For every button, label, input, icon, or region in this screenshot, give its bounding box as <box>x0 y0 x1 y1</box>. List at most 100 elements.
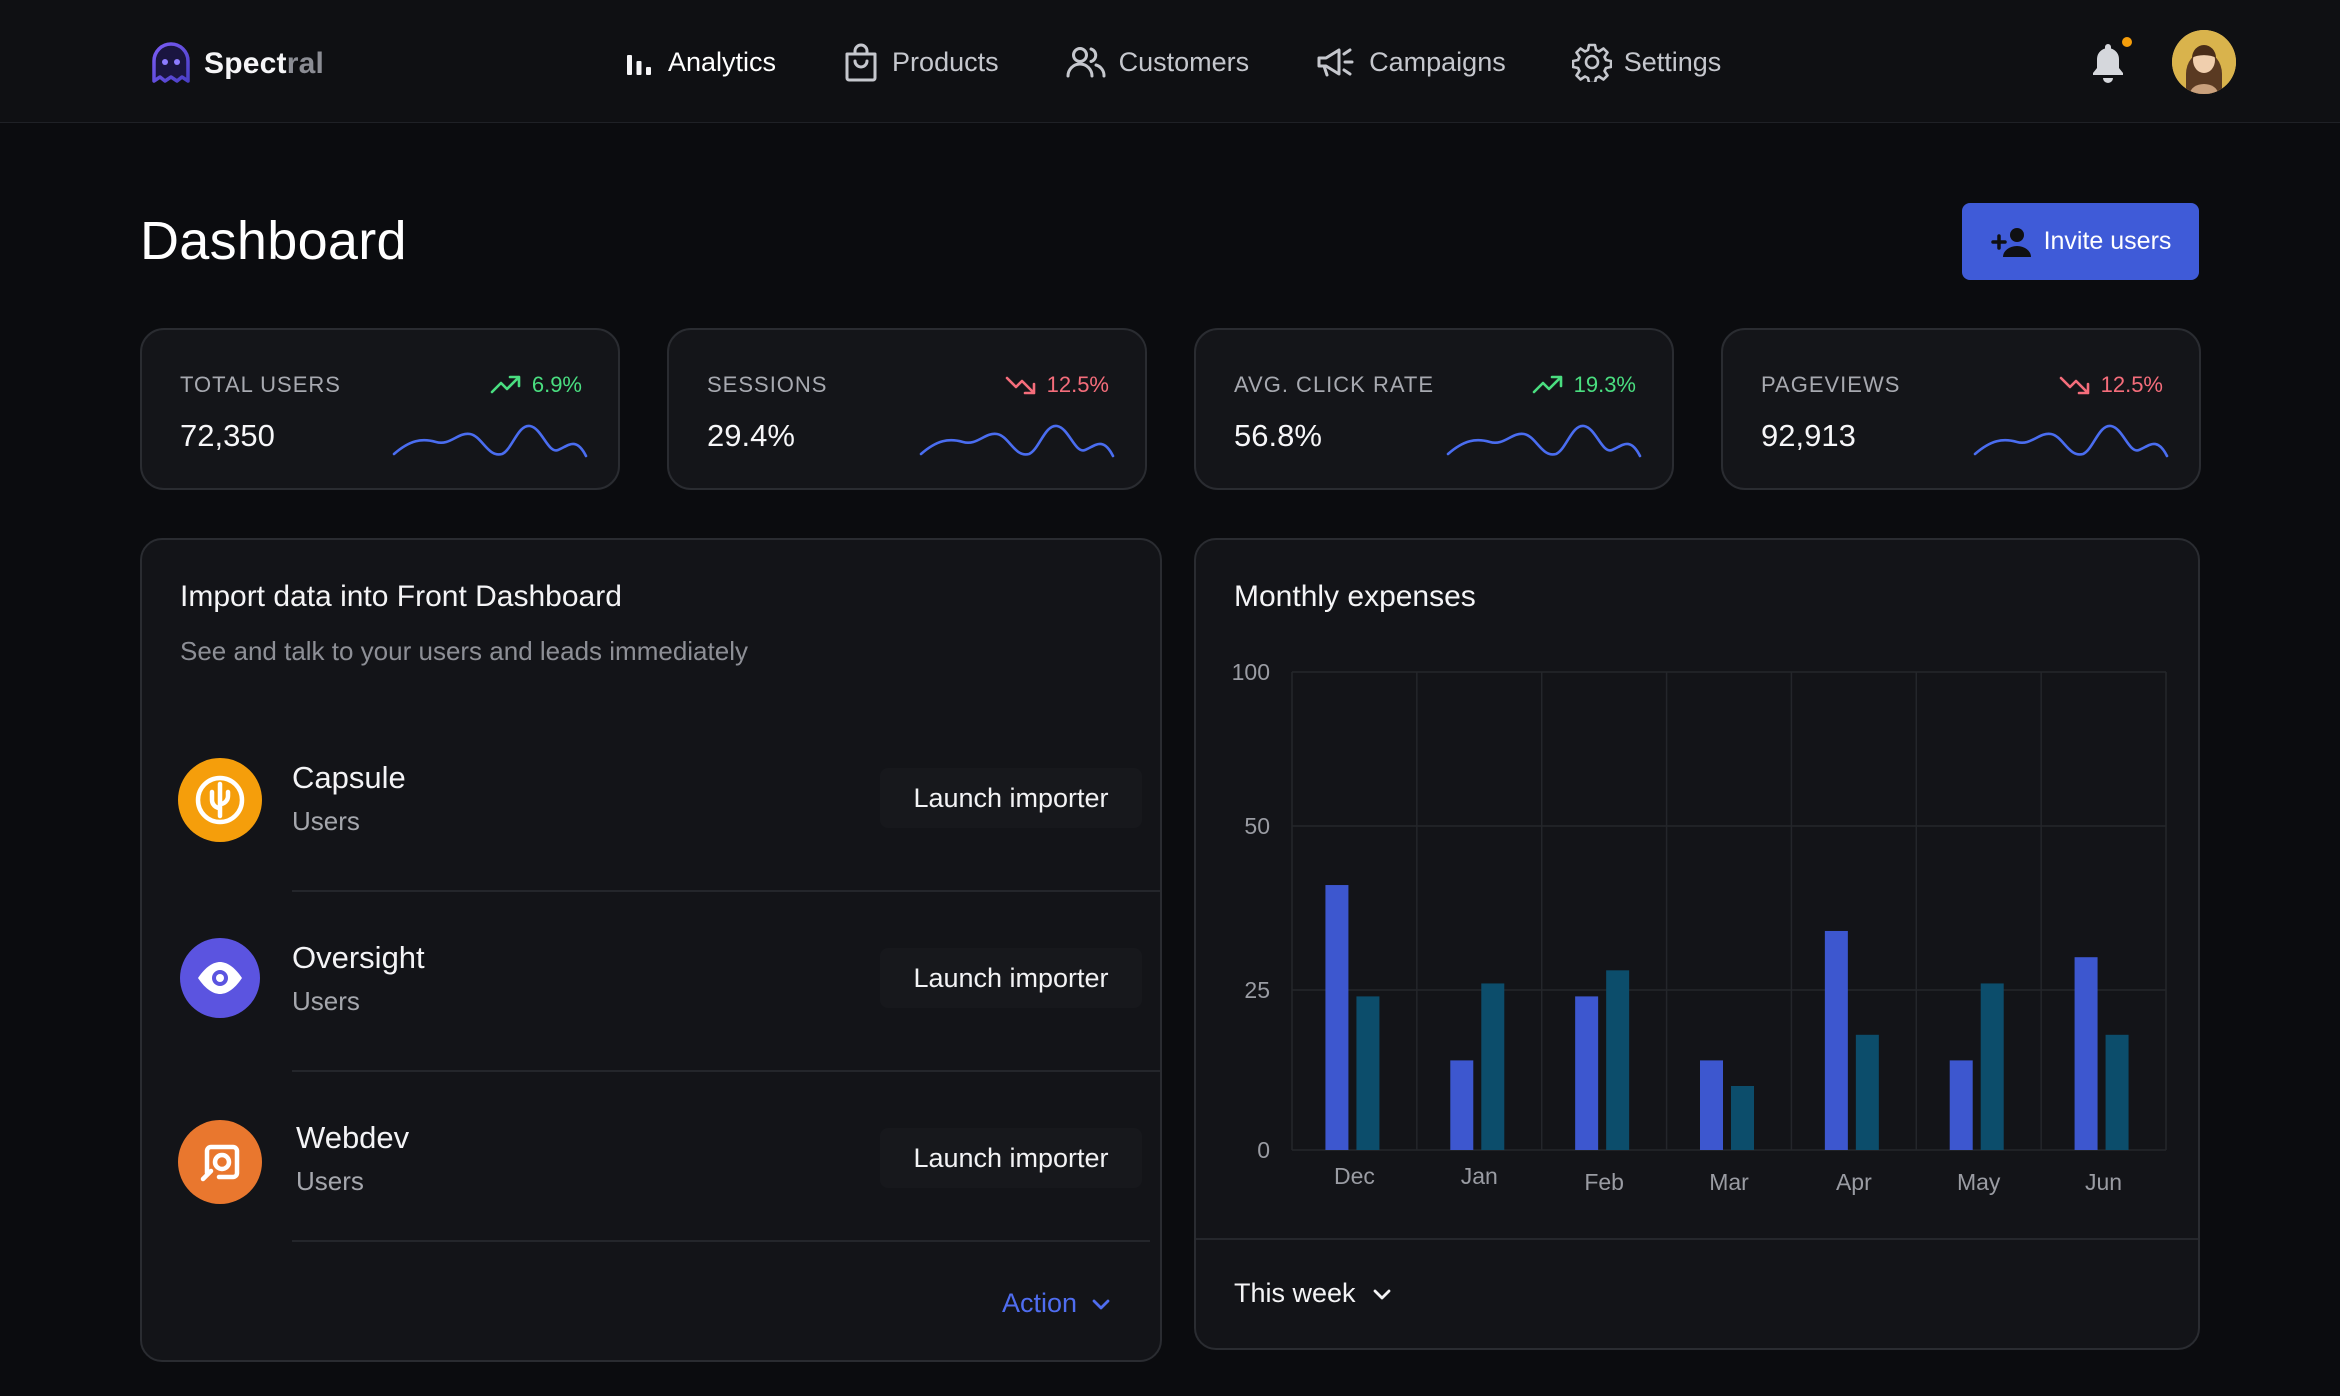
importer-name: Webdev <box>296 1120 410 1155</box>
ghost-logo-icon <box>152 42 190 83</box>
stat-value: 56.8% <box>1234 418 1322 453</box>
row-divider <box>292 890 1160 892</box>
notification-dot <box>2122 37 2132 47</box>
launch-importer-button[interactable]: Launch importer <box>880 948 1142 1008</box>
importer-meta: Users <box>296 1166 364 1196</box>
trending-up-icon <box>490 375 521 394</box>
bar-mar-series-2 <box>1731 1086 1754 1150</box>
stat-card-sessions: SESSIONS 29.4% 12.5% <box>667 328 1147 490</box>
x-tick-label: Apr <box>1836 1169 1872 1195</box>
stat-value: 72,350 <box>180 418 275 453</box>
importer-meta: Users <box>292 806 360 836</box>
x-tick-label: Jun <box>2085 1169 2122 1195</box>
x-tick-label: May <box>1957 1169 2001 1195</box>
trending-down-icon <box>2059 376 2089 395</box>
stat-label: TOTAL USERS <box>180 372 341 397</box>
chevron-down-icon <box>1373 1289 1390 1299</box>
invite-users-button[interactable]: Invite users <box>1962 203 2199 280</box>
stat-value: 29.4% <box>707 418 795 453</box>
sparkline <box>1446 424 1642 458</box>
nav-label: Settings <box>1623 46 1722 77</box>
y-tick-label: 50 <box>1244 813 1270 839</box>
x-tick-label: Mar <box>1709 1169 1749 1195</box>
users-icon <box>1066 47 1106 78</box>
launch-importer-button[interactable]: Launch importer <box>880 768 1142 828</box>
gear-icon <box>1571 43 1612 82</box>
launch-importer-button[interactable]: Launch importer <box>880 1128 1142 1188</box>
bar-dec-series-1 <box>1325 885 1349 1150</box>
action-label: Action <box>1002 1288 1078 1318</box>
eye-logo-icon <box>180 938 260 1018</box>
bar-may-series-2 <box>1980 983 2004 1150</box>
importer-row-capsule: Capsule Users Launch importer <box>142 712 1160 892</box>
importer-row-oversight: Oversight Users Launch importer <box>142 892 1160 1072</box>
stat-card-pageviews: PAGEVIEWS 92,913 12.5% <box>1721 328 2201 490</box>
brand-name: Spectral <box>204 47 324 80</box>
bar-apr-series-1 <box>1824 930 1848 1150</box>
sparkline <box>1973 424 2169 458</box>
bar-jun-series-2 <box>2105 1034 2129 1150</box>
action-dropdown[interactable]: Action <box>1002 1288 1111 1319</box>
shopping-bag-icon <box>845 43 877 82</box>
megaphone-icon <box>1317 48 1354 77</box>
nav-label: Customers <box>1118 46 1250 77</box>
bell-icon[interactable] <box>2088 40 2128 86</box>
x-tick-label: Jan <box>1461 1163 1498 1189</box>
row-divider <box>292 1070 1160 1072</box>
period-select[interactable]: This week <box>1234 1278 1392 1309</box>
bar-feb-series-1 <box>1575 996 1599 1150</box>
y-tick-label: 25 <box>1244 977 1270 1003</box>
importer-name: Capsule <box>292 760 406 795</box>
stat-label: AVG. CLICK RATE <box>1234 372 1435 397</box>
add-user-icon <box>1990 227 2031 257</box>
importer-name: Oversight <box>292 940 425 975</box>
bar-jan-series-2 <box>1481 983 1505 1150</box>
sparkline <box>392 424 588 458</box>
nav-item-analytics[interactable]: Analytics <box>622 45 776 79</box>
nav-item-customers[interactable]: Customers <box>1065 44 1250 80</box>
nav-item-campaigns[interactable]: Campaigns <box>1315 44 1506 80</box>
trending-up-icon <box>1532 375 1562 394</box>
bar-feb-series-2 <box>1606 970 1630 1150</box>
nav-label: Campaigns <box>1369 46 1506 77</box>
avatar[interactable] <box>2172 30 2236 94</box>
importer-row-webdev: Webdev Users Launch importer <box>142 1072 1160 1252</box>
user-avatar-icon <box>2172 30 2236 94</box>
chart-footer-divider <box>1196 1238 2198 1240</box>
import-panel: Import data into Front Dashboard See and… <box>140 538 1162 1362</box>
period-label: This week <box>1234 1278 1356 1308</box>
page-title: Dashboard <box>140 211 407 271</box>
monthly-expenses-chart: 0 25 50 100 Dec Jan Feb Mar Apr May Jun <box>1232 659 2167 1195</box>
brand[interactable]: Spectral <box>148 40 324 88</box>
bar-apr-series-2 <box>1855 1034 1879 1150</box>
y-tick-label: 0 <box>1257 1137 1270 1163</box>
y-tick-label: 100 <box>1232 659 1270 685</box>
bar-jun-series-1 <box>2074 957 2098 1150</box>
trending-down-icon <box>1005 376 1035 395</box>
nav-item-products[interactable]: Products <box>842 42 999 82</box>
nav-item-settings[interactable]: Settings <box>1571 42 1722 82</box>
x-tick-label: Feb <box>1584 1169 1624 1195</box>
main-nav: Analytics Products Customers <box>622 34 1787 90</box>
stat-trend: 12.5% <box>2059 372 2163 398</box>
chevron-down-icon <box>1092 1299 1110 1309</box>
chart-title: Monthly expenses <box>1234 580 1476 613</box>
nav-label: Products <box>892 46 999 77</box>
sparkline <box>919 424 1115 458</box>
monthly-expenses-panel: Monthly expenses 0 25 50 100 Dec Jan Feb Mar Apr… <box>1194 538 2200 1350</box>
invite-users-label: Invite users <box>2043 227 2172 255</box>
row-divider <box>292 1240 1150 1242</box>
stat-label: PAGEVIEWS <box>1761 372 1901 397</box>
import-panel-title: Import data into Front Dashboard <box>180 580 622 613</box>
bar-chart-icon <box>627 55 651 75</box>
x-tick-label: Dec <box>1334 1163 1375 1189</box>
stat-trend: 19.3% <box>1532 372 1636 398</box>
stat-trend: 6.9% <box>490 372 582 398</box>
import-panel-subtitle: See and talk to your users and leads imm… <box>180 636 748 666</box>
stat-card-avg-click-rate: AVG. CLICK RATE 56.8% 19.3% <box>1194 328 1674 490</box>
bar-may-series-1 <box>1949 1060 1973 1150</box>
stat-value: 92,913 <box>1761 418 1856 453</box>
top-navigation-bar: Spectral Analytics Products <box>0 0 2340 123</box>
bar-mar-series-1 <box>1700 1060 1723 1150</box>
importer-meta: Users <box>292 986 360 1016</box>
